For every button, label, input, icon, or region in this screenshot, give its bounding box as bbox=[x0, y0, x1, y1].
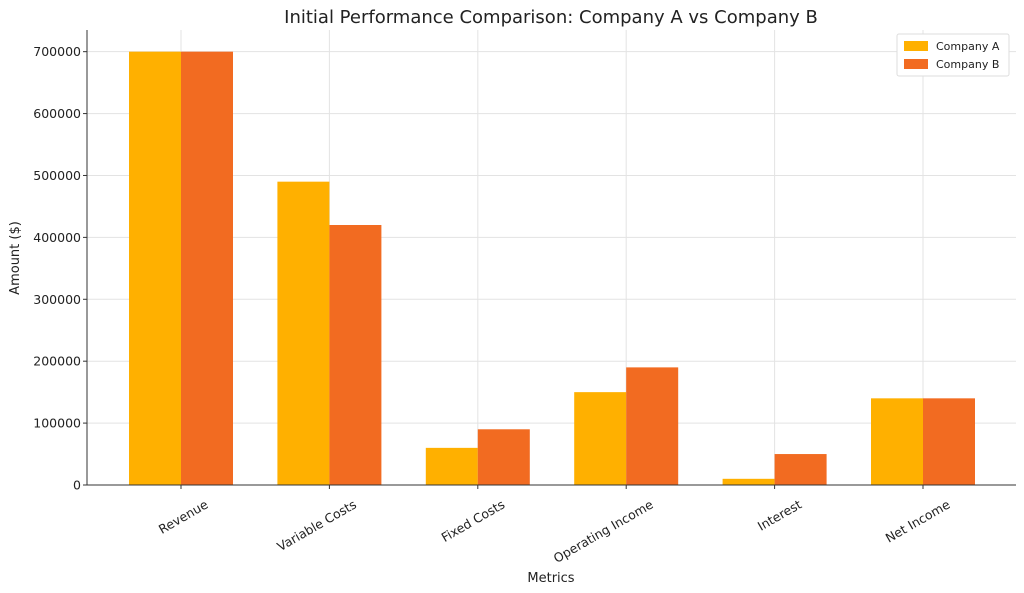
bar-company-b bbox=[626, 367, 679, 485]
y-tick-label: 0 bbox=[73, 478, 81, 493]
legend: Company A Company B bbox=[896, 33, 1010, 77]
y-tick-label: 300000 bbox=[33, 292, 81, 307]
legend-swatch bbox=[904, 41, 928, 51]
x-tick-label: Net Income bbox=[883, 496, 953, 545]
legend-label: Company B bbox=[936, 58, 999, 71]
bar-company-a bbox=[574, 392, 627, 485]
y-tick-label: 700000 bbox=[33, 44, 81, 59]
y-tick-label: 500000 bbox=[33, 168, 81, 183]
y-tick-label: 600000 bbox=[33, 106, 81, 121]
y-ticks: 0 100000 200000 300000 400000 500000 600000 700… bbox=[33, 44, 87, 493]
bar-company-a bbox=[722, 478, 775, 485]
bar-company-b bbox=[774, 454, 827, 485]
bar-company-b bbox=[181, 51, 233, 486]
legend-label: Company A bbox=[936, 40, 1000, 53]
y-tick-label: 400000 bbox=[33, 230, 81, 245]
bar-company-b bbox=[477, 429, 530, 485]
x-tick-label: Variable Costs bbox=[274, 497, 358, 554]
axes bbox=[86, 30, 1016, 486]
bar-company-a bbox=[871, 398, 923, 485]
y-tick-label: 200000 bbox=[33, 354, 81, 369]
bar-company-a bbox=[277, 181, 330, 485]
bar-company-a bbox=[129, 51, 181, 486]
y-tick-label: 100000 bbox=[33, 416, 81, 431]
bar-company-b bbox=[923, 398, 975, 485]
x-axis-label: Metrics bbox=[527, 571, 574, 586]
bar-company-a bbox=[425, 447, 478, 485]
legend-swatch bbox=[904, 59, 928, 69]
bars bbox=[129, 51, 975, 486]
x-tick-label: Revenue bbox=[156, 496, 211, 536]
x-tick-label: Operating Income bbox=[551, 496, 656, 565]
x-tick-label: Interest bbox=[755, 497, 804, 534]
y-axis-label: Amount ($) bbox=[8, 221, 23, 295]
bar-company-b bbox=[329, 225, 382, 485]
chart-title: Initial Performance Comparison: Company … bbox=[284, 7, 818, 28]
x-ticks: Revenue Variable Costs Fixed Costs Operatin… bbox=[156, 485, 953, 566]
x-tick-label: Fixed Costs bbox=[439, 497, 508, 545]
